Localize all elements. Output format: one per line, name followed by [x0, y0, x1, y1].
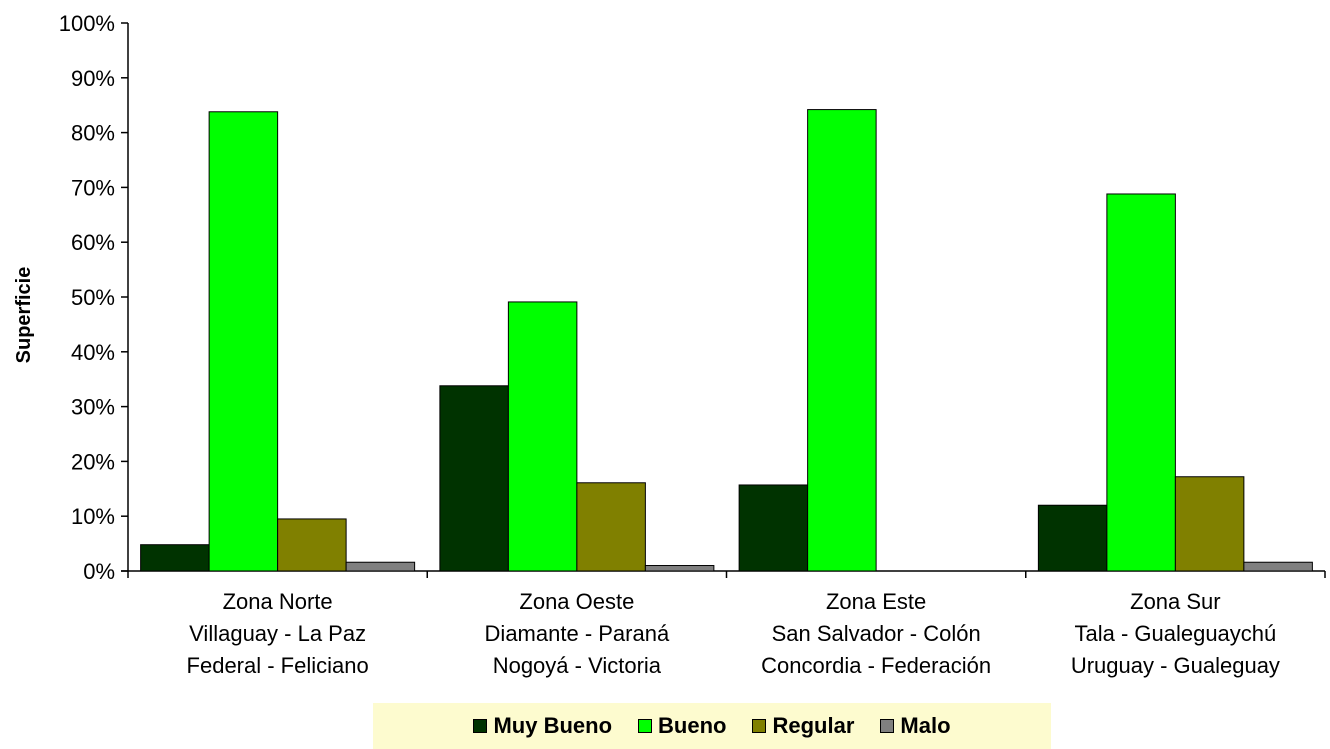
bar: [807, 109, 877, 572]
y-tick-label: 30%: [71, 395, 115, 420]
y-axis-label: Superficie: [13, 267, 35, 364]
category-label: Villaguay - La Paz: [189, 621, 366, 646]
category-label: Tala - Gualeguaychú: [1074, 621, 1276, 646]
plot-area: 0% 10% 20% 30% 40% 50% 60% 70% 80% 90% 100% Zona No…: [59, 11, 1326, 678]
y-tick-label: 60%: [71, 230, 115, 255]
y-tick-label: 10%: [71, 504, 115, 529]
y-tick-label: 100%: [59, 11, 115, 36]
bar: [1037, 504, 1108, 572]
category-label: Nogoyá - Victoria: [493, 653, 662, 678]
legend-item-muy-bueno: Muy Bueno: [473, 713, 612, 739]
bar-chart: Superficie 0% 10% 20% 30% 40% 50% 60% 70% 80% 90%…: [13, 11, 1326, 678]
legend-label-bueno: Bueno: [658, 713, 727, 738]
y-tick-label: 50%: [71, 285, 115, 310]
bar: [738, 484, 809, 572]
bar: [1243, 561, 1313, 572]
legend-swatch-bueno: [638, 719, 653, 733]
legend-item-bueno: Bueno: [638, 713, 726, 739]
legend-swatch-muy-bueno: [473, 719, 488, 733]
legend-label-muy-bueno: Muy Bueno: [493, 713, 613, 738]
y-tick-label: 20%: [71, 449, 115, 474]
y-tick-label: 0%: [83, 559, 115, 584]
bar: [1174, 476, 1245, 572]
category-label: San Salvador - Colón: [772, 621, 981, 646]
legend: Muy Bueno Bueno Regular Malo: [373, 703, 1051, 749]
bar: [507, 301, 578, 572]
bar: [644, 565, 715, 572]
category-label: Zona Este: [826, 589, 926, 614]
bar: [345, 561, 416, 572]
legend-label-malo: Malo: [900, 713, 951, 738]
category-label: Zona Oeste: [519, 589, 634, 614]
category-label: Federal - Feliciano: [187, 653, 369, 678]
category-label: Zona Sur: [1130, 589, 1221, 614]
bar: [277, 518, 347, 572]
legend-swatch-malo: [880, 719, 895, 733]
bar: [439, 385, 509, 572]
y-tick-label: 40%: [71, 340, 115, 365]
category-label: Zona Norte: [223, 589, 333, 614]
y-tick-label: 80%: [71, 121, 115, 146]
legend-swatch-regular: [752, 719, 767, 733]
bar: [576, 482, 646, 572]
y-tick-label: 70%: [71, 175, 115, 200]
legend-label-regular: Regular: [772, 713, 855, 738]
legend-item-malo: Malo: [880, 713, 951, 739]
legend-item-regular: Regular: [752, 713, 854, 739]
bar: [208, 111, 279, 572]
category-label: Concordia - Federación: [761, 653, 991, 678]
category-label: Diamante - Paraná: [485, 621, 670, 646]
y-tick-label: 90%: [71, 66, 115, 91]
bar: [140, 544, 210, 572]
bar: [1106, 193, 1176, 572]
category-label: Uruguay - Gualeguay: [1071, 653, 1280, 678]
